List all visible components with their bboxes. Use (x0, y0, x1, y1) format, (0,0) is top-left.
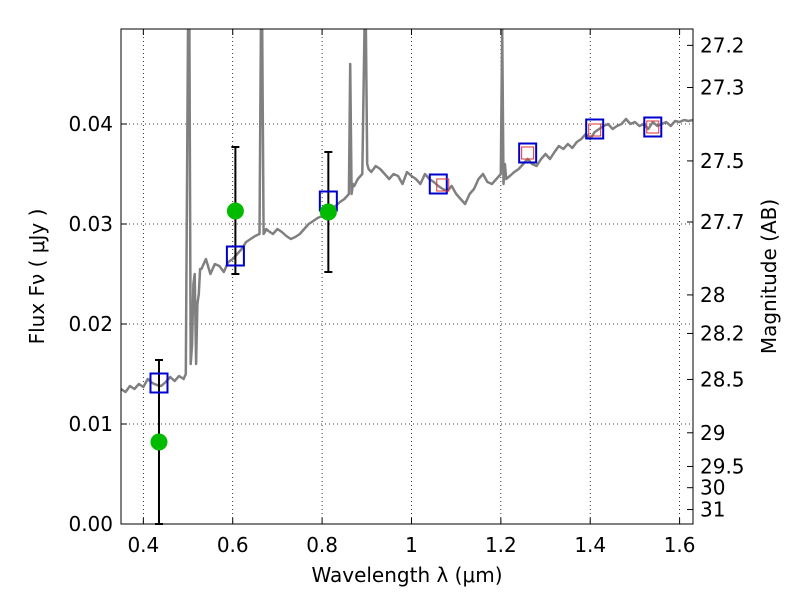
x-axis-title: Wavelength λ (μm) (311, 563, 502, 587)
model-square-marker (585, 118, 605, 140)
y-tick-label: 0.01 (68, 412, 113, 436)
y2-tick-label: 31 (700, 498, 725, 522)
y2-tick-label: 28.5 (700, 367, 745, 391)
y2-tick-label: 27.7 (700, 210, 745, 234)
y2-tick-label: 28 (700, 283, 725, 307)
limit-square-marker (588, 123, 602, 137)
y2-tick-label: 27.2 (700, 33, 745, 57)
model-square-marker (225, 245, 245, 267)
y2-tick-label: 29.5 (700, 454, 745, 478)
tick-marks (121, 29, 693, 525)
x-tick-label: 0.6 (217, 533, 249, 557)
marker-group (149, 116, 663, 525)
plot-frame (120, 28, 694, 525)
x-tick-label: 1 (405, 533, 418, 557)
x-tick-label: 1.4 (574, 533, 606, 557)
y-tick-label: 0.04 (68, 112, 113, 136)
y2-axis-title: Magnitude (AB) (757, 199, 781, 354)
sed-line-group (121, 29, 693, 394)
model-square-marker (428, 173, 448, 195)
model-square-marker (518, 142, 538, 164)
y2-tick-label: 27.3 (700, 75, 745, 99)
x-tick-label: 0.4 (127, 533, 159, 557)
observed-point (150, 433, 168, 451)
y-tick-label: 0.03 (68, 212, 113, 236)
observed-point (226, 202, 244, 220)
sed-line (121, 29, 693, 394)
x-tick-label: 0.8 (306, 533, 338, 557)
observed-point (319, 203, 337, 221)
y2-tick-label: 27.5 (700, 149, 745, 173)
y-tick-label: 0.00 (68, 512, 113, 536)
tick-labels: 0.4 0.6 0.8 1 1.2 1.4 1.6 0.00 0.01 0.02 0.03 0.04 2… (68, 33, 744, 557)
y-tick-label: 0.02 (68, 312, 113, 336)
grid-lines (121, 29, 693, 525)
model-square-marker (643, 116, 663, 138)
limit-square-marker (436, 178, 450, 192)
x-tick-label: 1.2 (485, 533, 517, 557)
y-axis-title: Flux Fν ( μJy ) (25, 209, 49, 345)
x-tick-label: 1.6 (664, 533, 696, 557)
model-square-marker (149, 372, 169, 394)
y2-tick-label: 28.2 (700, 321, 745, 345)
limit-square-marker (521, 146, 535, 160)
y2-tick-label: 30 (700, 476, 725, 500)
limit-square-marker (646, 120, 660, 134)
y2-tick-label: 29 (700, 421, 725, 445)
